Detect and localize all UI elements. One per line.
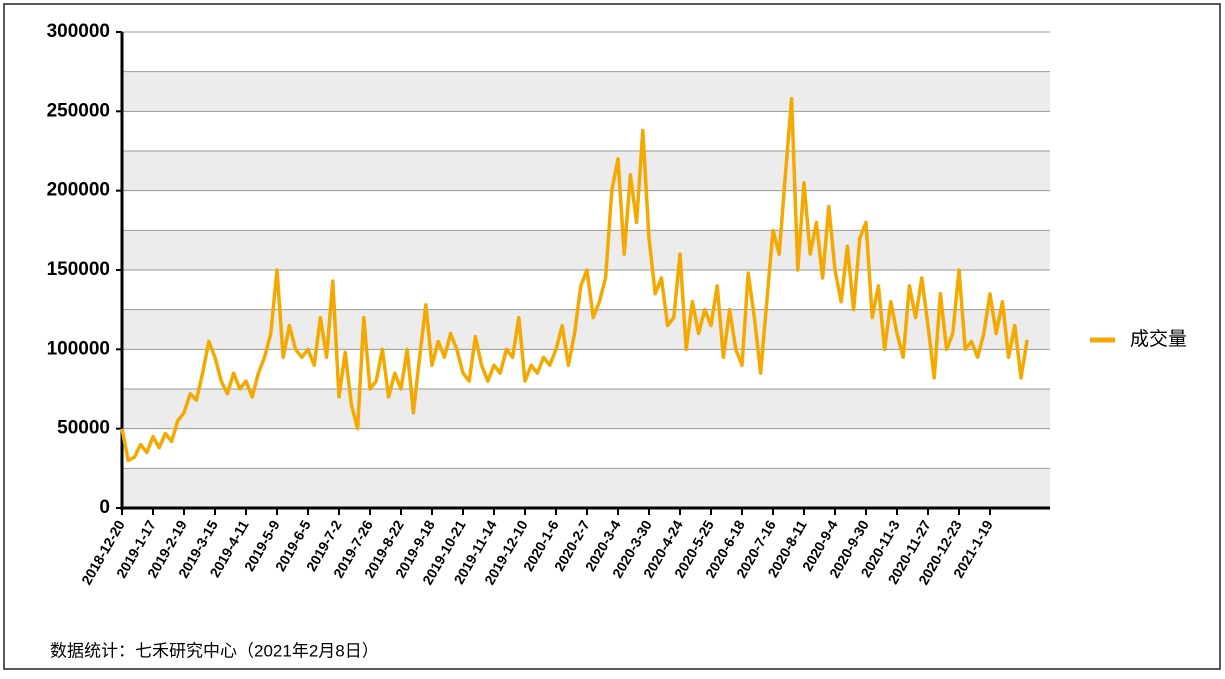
- y-tick-label: 150000: [47, 259, 110, 280]
- y-tick-label: 250000: [47, 100, 110, 121]
- y-tick-label: 100000: [47, 338, 110, 359]
- band: [122, 428, 1050, 469]
- footnote: 数据统计：七禾研究中心（2021年2月8日）: [50, 641, 379, 660]
- y-tick-label: 300000: [47, 21, 110, 42]
- y-tick-label: 200000: [47, 180, 110, 201]
- band: [122, 349, 1050, 389]
- y-tick-label: 50000: [57, 418, 110, 439]
- band: [122, 111, 1050, 151]
- band: [122, 190, 1050, 231]
- line: [120, 96, 1029, 463]
- band: [122, 32, 1050, 72]
- legend-label: 成交量: [1130, 328, 1187, 350]
- y-tick-label: 0: [99, 497, 110, 518]
